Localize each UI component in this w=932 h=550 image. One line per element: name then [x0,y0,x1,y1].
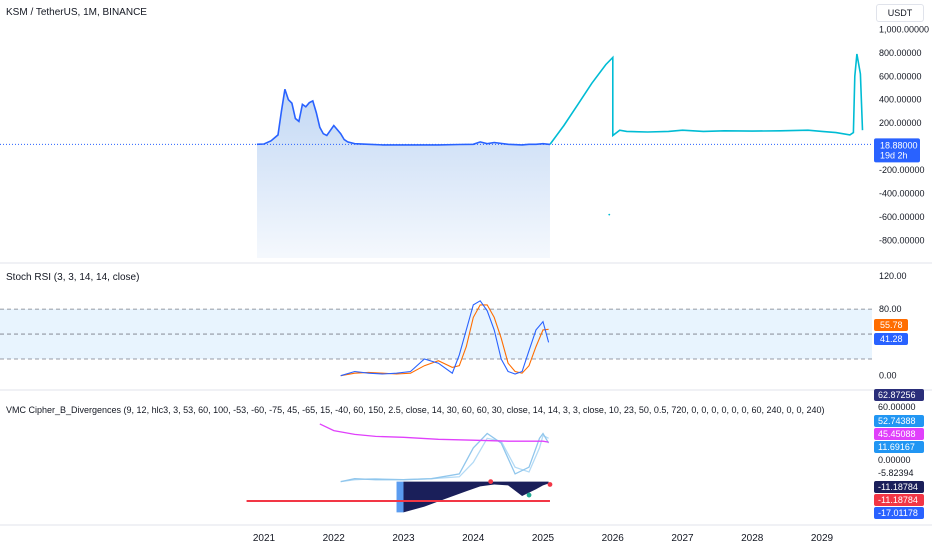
stoch-d-value: 55.78 [880,320,903,330]
vmc-axis-tag-label: 52.74388 [878,416,916,426]
time-axis-tick: 2025 [532,533,555,544]
projection-line [549,53,864,145]
stoch-d-tag [874,319,908,331]
stoch-axis-tick: 80.00 [879,304,902,314]
vmc-light-block [396,481,404,513]
price-axis-tick: -600.00000 [879,212,925,222]
vmc-axis-tag [874,415,924,427]
time-axis[interactable]: 2021 2022 2023 2024 2025 2026 2027 2028 2029 [253,533,834,544]
time-axis-tick: 2024 [462,533,485,544]
currency-selector[interactable]: USDT [876,4,924,22]
vmc-axis-tag [874,389,924,401]
vmc-axis-tag [874,428,924,440]
stoch-axis-tick: 120.00 [879,271,907,281]
vmc-axis-tag-label: -11.18784 [878,495,918,505]
time-axis-tick: 2022 [323,533,346,544]
price-axis-tick: -800.00000 [879,235,925,245]
divergence-red-dot [547,482,553,487]
price-axis[interactable]: 1,000.00000 800.00000 600.00000 400.00000 20… [874,24,929,519]
price-axis-tick: 800.00000 [879,48,922,58]
price-axis-tick: 200.00000 [879,118,922,128]
time-axis-tick: 2028 [741,533,764,544]
vmc-axis-tag-label: -17.01178 [878,508,918,518]
vmc-axis-tag [874,481,924,493]
stoch-rsi-pane[interactable] [0,300,872,377]
time-axis-tick: 2026 [602,533,625,544]
vmc-axis-tag [874,494,924,506]
vmc-cipher-pane[interactable] [246,423,553,513]
price-line [256,88,551,146]
vmc-axis-tick: -5.82394 [878,468,914,478]
price-axis-tick: 1,000.00000 [879,24,929,34]
price-axis-tick: 600.00000 [879,71,922,81]
price-axis-tick: -400.00000 [879,189,925,199]
bar-countdown: 19d 2h [880,150,908,160]
time-axis-tick: 2027 [671,533,694,544]
price-axis-tick: 400.00000 [879,95,922,105]
divergence-red-dot [488,479,494,484]
time-axis-tick: 2021 [253,533,276,544]
vmc-axis-tag-label: 62.87256 [878,390,916,400]
vmc-wt2-line [340,434,549,483]
price-axis-tick: -200.00000 [879,165,925,175]
vmc-axis-tick: 0.00000 [878,455,911,465]
symbol-title: KSM / TetherUS, 1M, BINANCE [6,7,147,18]
stoch-k-tag [874,333,908,345]
time-axis-tick: 2029 [811,533,834,544]
vmc-axis-tag-label: -11.18784 [878,482,918,492]
stoch-k-value: 41.28 [880,334,903,344]
last-price-value: 18.88000 [880,140,918,150]
divergence-green-dot [526,492,532,498]
price-pane[interactable] [0,53,872,258]
isolated-point [608,213,611,216]
vmc-mfi-line [319,423,549,443]
vmc-title: VMC Cipher_B_Divergences (9, 12, hlc3, 3… [6,405,825,415]
time-axis-tick: 2023 [392,533,415,544]
vmc-axis-tick: 60.00000 [878,402,916,412]
stoch-k-line [340,300,550,377]
vmc-axis-tag-label: 11.69167 [878,442,915,452]
vmc-dark-area [403,481,549,513]
vmc-axis-tag [874,441,924,453]
vmc-axis-tag-label: 45.45088 [878,429,916,439]
stoch-rsi-title: Stoch RSI (3, 3, 14, 14, close) [6,272,139,283]
last-price-tag [874,138,920,163]
vmc-axis-tag [874,507,924,519]
stoch-axis-tick: 0.00 [879,371,897,381]
